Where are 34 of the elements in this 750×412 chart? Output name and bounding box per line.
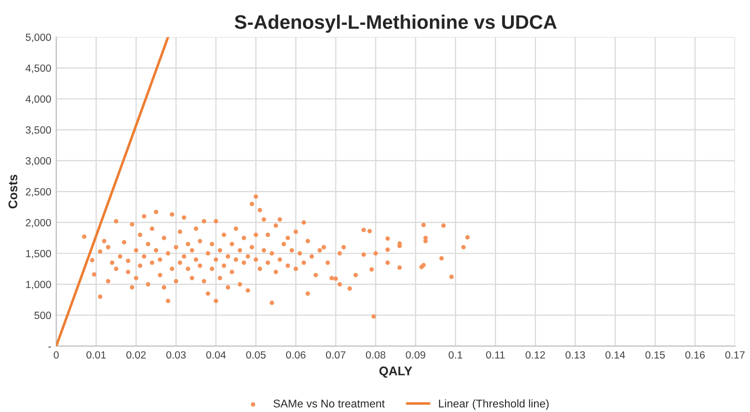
x-tick-label: 0 [54, 351, 59, 359]
x-tick-label: 0.01 [86, 351, 106, 359]
y-tick-label: 4,500 [26, 64, 51, 74]
x-tick-label: 0.1 [448, 351, 462, 359]
y-tick-label: 5,000 [26, 34, 51, 42]
x-tick-label: 0.11 [486, 351, 505, 359]
y-tick-label: 3,500 [26, 126, 51, 135]
legend-label: Linear (Threshold line) [439, 399, 549, 410]
y-tick-label: 2,000 [26, 218, 51, 228]
x-tick-label: 0.04 [206, 351, 226, 359]
x-tick-label: 0.16 [685, 351, 705, 359]
x-tick-label: 0.15 [645, 351, 665, 359]
y-tick-label: 1,000 [26, 280, 51, 290]
x-tick-label: 0.07 [326, 351, 346, 359]
y-tick-label: 2,500 [26, 188, 51, 197]
y-tick-label: - [48, 346, 51, 348]
legend-label: SAMe vs No treatment [274, 400, 385, 408]
y-tick-label: 1,500 [26, 250, 51, 258]
x-tick-label: 0.03 [166, 351, 186, 359]
y-tick-label: 3,000 [26, 157, 51, 166]
y-tick-label: 4,000 [26, 95, 51, 104]
x-tick-label: 0.17 [725, 351, 745, 359]
x-tick-label: 0.05 [246, 351, 266, 359]
x-axis-title: QALY [379, 366, 412, 378]
x-tick-label: 0.06 [286, 351, 306, 359]
chart-title: S-Adenosyl-L-Methionine vs UDCA [234, 14, 557, 33]
y-tick-label: 500 [34, 312, 51, 320]
x-tick-label: 0.14 [605, 351, 626, 359]
y-axis-title: Costs [8, 174, 18, 208]
x-tick-label: 0.02 [126, 351, 146, 359]
x-tick-label: 0.09 [406, 351, 426, 359]
x-tick-label: 0.13 [566, 351, 585, 359]
x-tick-label: 0.08 [366, 351, 386, 359]
x-tick-label: 0.12 [526, 351, 545, 359]
